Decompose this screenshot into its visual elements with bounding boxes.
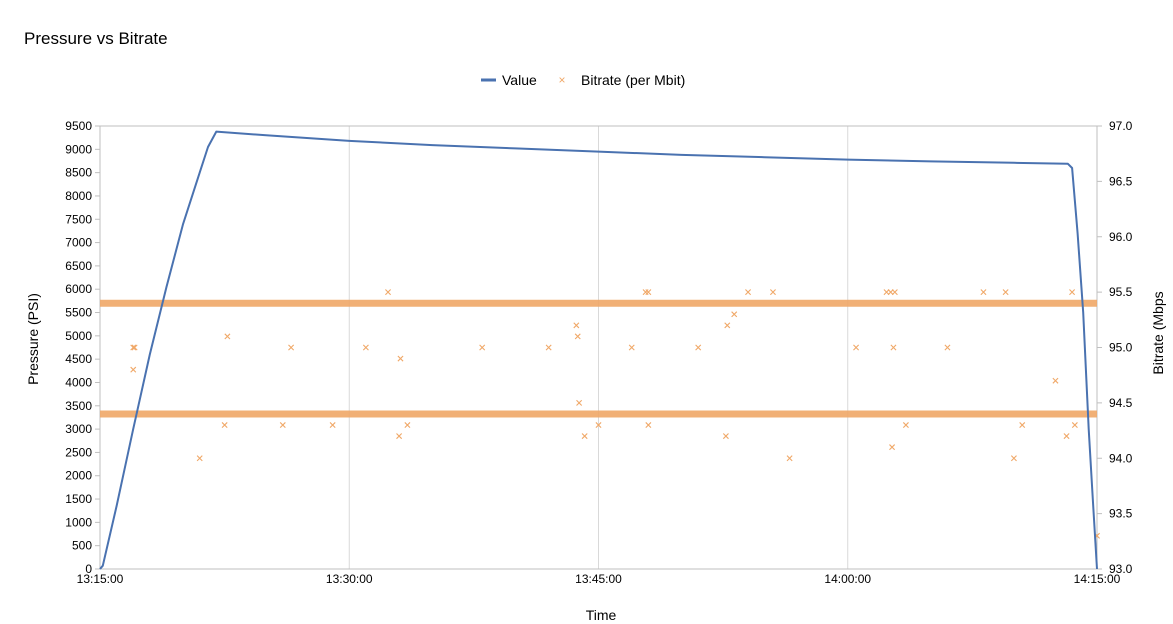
x-tick-label: 13:15:00 [77, 572, 124, 586]
y-tick-label: 500 [72, 539, 92, 553]
bitrate-point [1071, 422, 1078, 429]
bitrate-point [645, 422, 652, 429]
bitrate-point [288, 344, 295, 351]
y-tick-label: 9000 [65, 142, 92, 156]
bitrate-point [397, 355, 404, 362]
bitrate-point [853, 344, 860, 351]
y-tick-label: 9500 [65, 119, 92, 133]
bitrate-point [385, 289, 392, 296]
x-tick-label: 14:15:00 [1074, 572, 1121, 586]
x-tick-label: 13:45:00 [575, 572, 622, 586]
y-tick-label: 6000 [65, 282, 92, 296]
bitrate-point [1052, 377, 1059, 384]
bitrate-point [1063, 433, 1070, 440]
y2-tick-label: 93.5 [1109, 507, 1133, 521]
bitrate-point [130, 366, 137, 373]
legend-value-label: Value [502, 72, 537, 88]
bitrate-point [786, 455, 793, 462]
bitrate-point [545, 344, 552, 351]
bitrate-point [745, 289, 752, 296]
bitrate-point [902, 422, 909, 429]
y2-tick-label: 94.0 [1109, 451, 1133, 465]
bitrate-point [196, 455, 203, 462]
bitrate-point [396, 433, 403, 440]
bitrate-point [221, 422, 228, 429]
bitrate-point [479, 344, 486, 351]
bitrate-point [769, 289, 776, 296]
y-tick-label: 1500 [65, 492, 92, 506]
y-tick-label: 1000 [65, 515, 92, 529]
bitrate-point [573, 322, 580, 329]
bitrate-point [980, 289, 987, 296]
bitrate-point [362, 344, 369, 351]
y-tick-label: 2500 [65, 445, 92, 459]
y-tick-label: 7000 [65, 236, 92, 250]
bitrate-point [722, 433, 729, 440]
bitrate-point [131, 344, 138, 351]
bitrate-point [595, 422, 602, 429]
bitrate-point [944, 344, 951, 351]
bitrate-point [890, 344, 897, 351]
bitrate-point [130, 344, 137, 351]
y2-tick-label: 95.0 [1109, 341, 1133, 355]
bitrate-point [404, 422, 411, 429]
y2-axis-title: Bitrate (Mbps [1150, 291, 1166, 374]
y2-tick-label: 93.0 [1109, 562, 1133, 576]
chart-title: Pressure vs Bitrate [24, 29, 168, 48]
y-tick-label: 7500 [65, 212, 92, 226]
x-axis-title: Time [586, 607, 617, 623]
y-tick-label: 5000 [65, 329, 92, 343]
bitrate-point [329, 422, 336, 429]
bitrate-point [1019, 422, 1026, 429]
y-tick-label: 8000 [65, 189, 92, 203]
y-tick-label: 6500 [65, 259, 92, 273]
y-tick-label: 2000 [65, 469, 92, 483]
bitrate-point [279, 422, 286, 429]
bitrate-point [1069, 289, 1076, 296]
y-tick-label: 4500 [65, 352, 92, 366]
bitrate-point [574, 333, 581, 340]
grid-layer [348, 126, 849, 569]
bitrate-point [695, 344, 702, 351]
legend: Value × Bitrate (per Mbit) [481, 72, 685, 88]
bitrate-point [891, 289, 898, 296]
bitrate-point [1002, 289, 1009, 296]
y-tick-label: 0 [85, 562, 92, 576]
bitrate-point [724, 322, 731, 329]
y-tick-label: 5500 [65, 306, 92, 320]
bitrate-point [1010, 455, 1017, 462]
y2-tick-label: 97.0 [1109, 119, 1133, 133]
bitrate-point [576, 399, 583, 406]
y-tick-label: 4000 [65, 375, 92, 389]
value-line-layer [99, 130, 1098, 570]
y2-tick-label: 94.5 [1109, 396, 1133, 410]
y2-tick-label: 96.5 [1109, 174, 1133, 188]
bitrate-band-layer [100, 299, 1097, 418]
bitrate-point [628, 344, 635, 351]
y2-tick-label: 96.0 [1109, 230, 1133, 244]
legend-bitrate-label: Bitrate (per Mbit) [581, 72, 685, 88]
y-tick-label: 8500 [65, 166, 92, 180]
axis-layer [95, 125, 1102, 570]
x-tick-label: 14:00:00 [824, 572, 871, 586]
y-axis-title: Pressure (PSI) [25, 293, 41, 385]
bitrate-scatter-layer [130, 289, 1100, 539]
bitrate-point [581, 433, 588, 440]
bitrate-point [645, 289, 652, 296]
bitrate-point [889, 444, 896, 451]
legend-bitrate-swatch: × [558, 73, 565, 87]
bitrate-point [731, 311, 738, 318]
value-line [99, 130, 1098, 570]
bitrate-point [224, 333, 231, 340]
x-tick-label: 13:30:00 [326, 572, 373, 586]
bitrate-point [642, 289, 649, 296]
y-tick-label: 3500 [65, 399, 92, 413]
y-tick-label: 3000 [65, 422, 92, 436]
tick-label-layer: 13:15:00 13:30:00 13:45:00 14:00:00 14:15:00… [65, 119, 1132, 586]
y2-tick-label: 95.5 [1109, 285, 1133, 299]
